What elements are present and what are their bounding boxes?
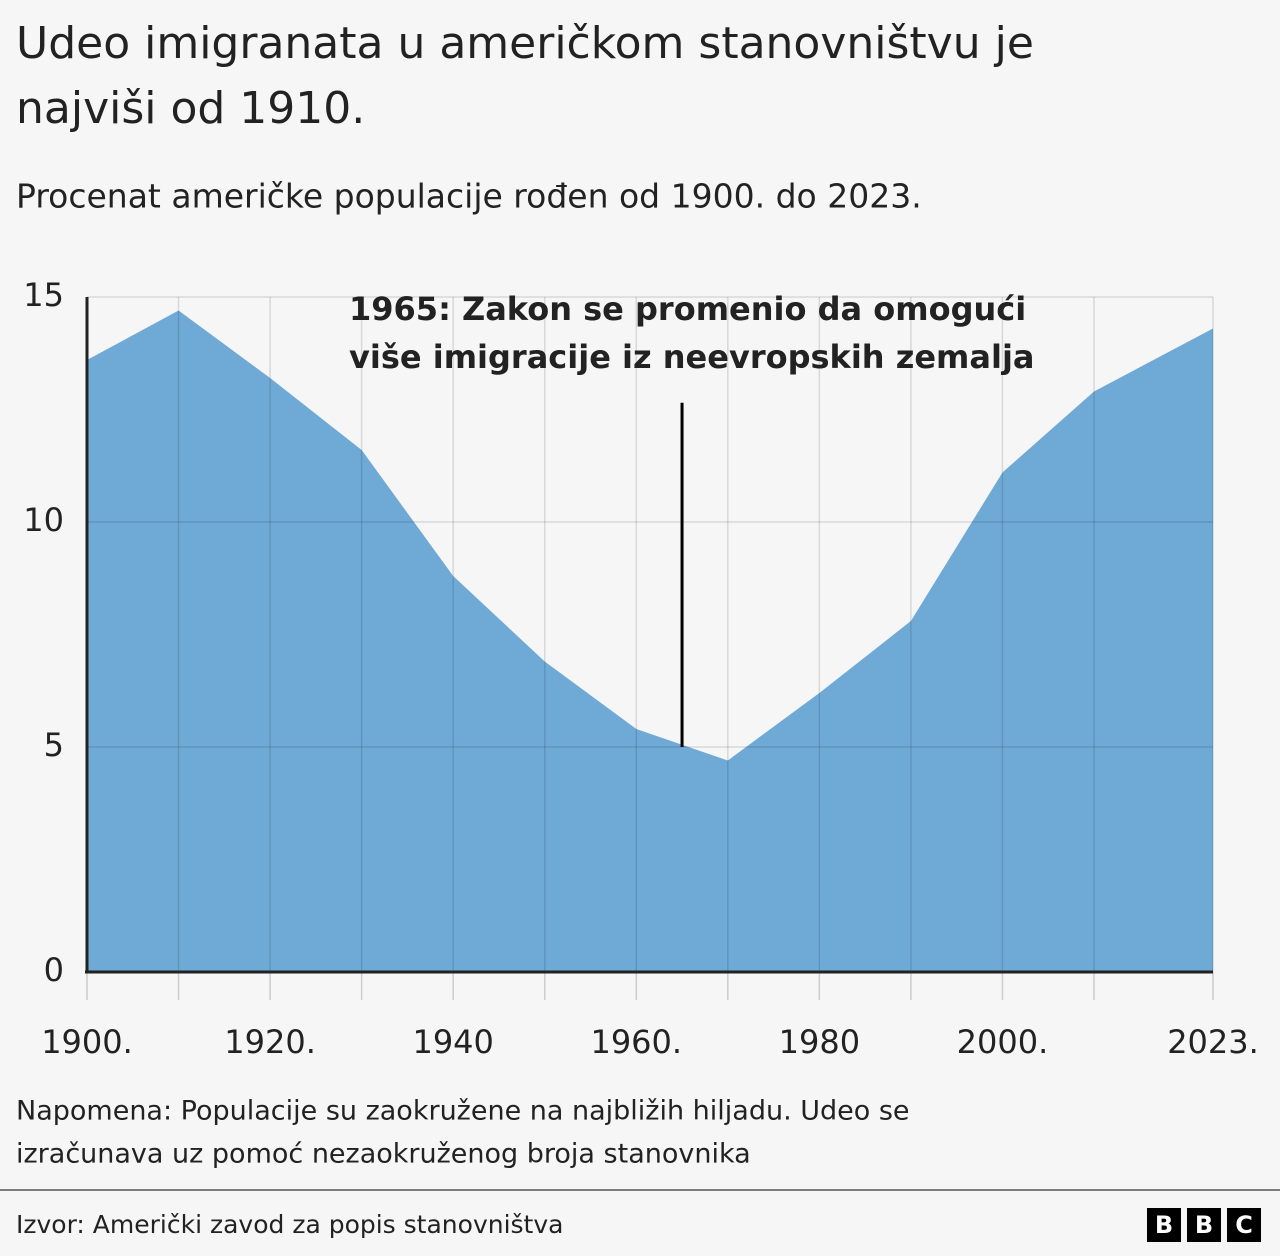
logo-box [1187,1208,1221,1242]
y-tick-label: 10 [23,501,64,539]
chart-title: Udeo imigranata u američkom stanovništvu… [16,18,1034,69]
x-tick-label: 1900. [41,1023,133,1061]
chart-subtitle: Procenat američke populacije rođen od 19… [16,177,922,216]
chart-title: najviši od 1910. [16,83,365,134]
note: izračunava uz pomoć nezaokruženog broja … [16,1139,751,1170]
y-tick-label: 15 [23,276,64,314]
logo-letter: C [1235,1211,1253,1239]
logo-letter: B [1195,1211,1213,1239]
x-tick-label: 2000. [957,1023,1049,1061]
area [87,310,1213,972]
x-tick-label: 2023. [1167,1023,1259,1061]
source: Izvor: Američki zavod za popis stanovniš… [16,1210,563,1239]
x-tick-label: 1980 [779,1023,860,1061]
x-tick-label: 1920. [224,1023,316,1061]
logo-box [1227,1208,1261,1242]
logo: B B C [1147,1208,1261,1242]
note: Napomena: Populacije su zaokružene na na… [16,1096,910,1127]
logo-box [1147,1208,1181,1242]
logo-letter: B [1155,1211,1173,1239]
x-tick-label: 1940 [412,1023,493,1061]
annotation-text: više imigracije iz neevropskih zemalja [349,338,1035,376]
x-tick-label: 1960. [590,1023,682,1061]
annotation-text: 1965: Zakon se promenio da omogući [349,290,1026,328]
y-tick-label: 0 [44,951,64,989]
y-tick-label: 5 [44,726,64,764]
